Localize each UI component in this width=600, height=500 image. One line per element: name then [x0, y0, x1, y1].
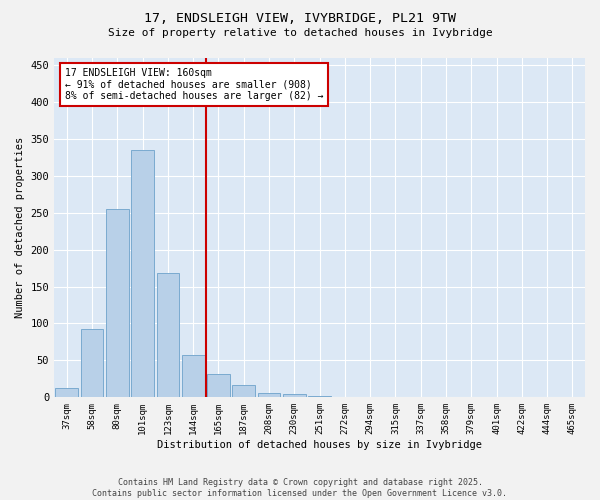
Bar [207, 374, 230, 398]
Bar [106, 209, 129, 398]
Bar [182, 355, 205, 398]
Bar [359, 396, 382, 398]
Text: Contains HM Land Registry data © Crown copyright and database right 2025.
Contai: Contains HM Land Registry data © Crown c… [92, 478, 508, 498]
Bar [308, 396, 331, 398]
Bar [131, 150, 154, 398]
Bar [334, 396, 356, 398]
Text: Size of property relative to detached houses in Ivybridge: Size of property relative to detached ho… [107, 28, 493, 38]
Bar [55, 388, 78, 398]
Text: 17 ENDSLEIGH VIEW: 160sqm
← 91% of detached houses are smaller (908)
8% of semi-: 17 ENDSLEIGH VIEW: 160sqm ← 91% of detac… [65, 68, 323, 101]
Bar [81, 328, 103, 398]
Bar [232, 385, 255, 398]
Bar [157, 273, 179, 398]
Bar [283, 394, 305, 398]
Bar [257, 393, 280, 398]
Text: 17, ENDSLEIGH VIEW, IVYBRIDGE, PL21 9TW: 17, ENDSLEIGH VIEW, IVYBRIDGE, PL21 9TW [144, 12, 456, 26]
X-axis label: Distribution of detached houses by size in Ivybridge: Distribution of detached houses by size … [157, 440, 482, 450]
Y-axis label: Number of detached properties: Number of detached properties [15, 137, 25, 318]
